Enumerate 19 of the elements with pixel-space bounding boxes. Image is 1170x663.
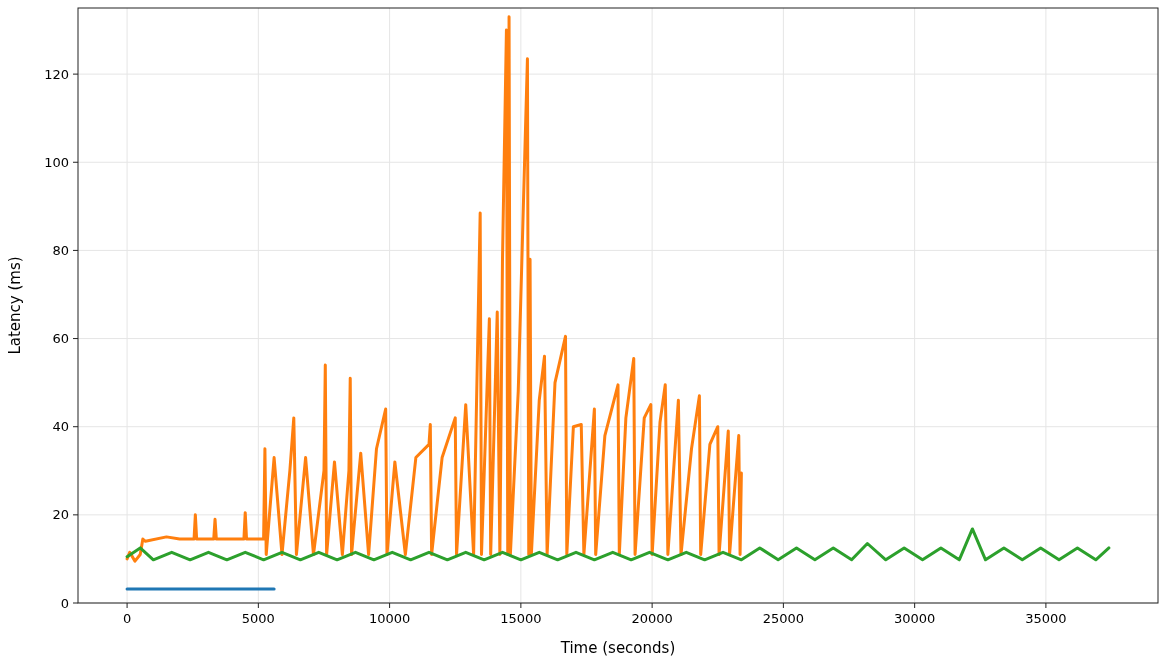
line-series <box>125 15 743 563</box>
x-tick-label: 20000 <box>631 611 673 626</box>
x-tick-label: 25000 <box>762 611 805 626</box>
x-tick-label: 15000 <box>500 611 542 626</box>
y-tick-label: 80 <box>52 242 69 258</box>
y-tick-label: 40 <box>52 419 69 435</box>
y-tick-label: 60 <box>52 331 69 347</box>
line-series <box>125 527 1111 562</box>
y-axis-title: Latency (ms) <box>6 256 24 355</box>
x-tick-label: 5000 <box>241 611 275 626</box>
x-axis-title: Time (seconds) <box>559 639 676 657</box>
x-tick-label: 35000 <box>1025 611 1067 626</box>
x-tick-label: 30000 <box>893 611 936 626</box>
x-tick-label: 10000 <box>368 611 411 626</box>
y-tick-label: 120 <box>44 66 69 82</box>
y-tick-label: 20 <box>52 507 69 523</box>
x-tick-label: 0 <box>122 611 132 626</box>
y-tick-label: 100 <box>44 154 69 170</box>
y-tick-label: 0 <box>60 595 69 611</box>
